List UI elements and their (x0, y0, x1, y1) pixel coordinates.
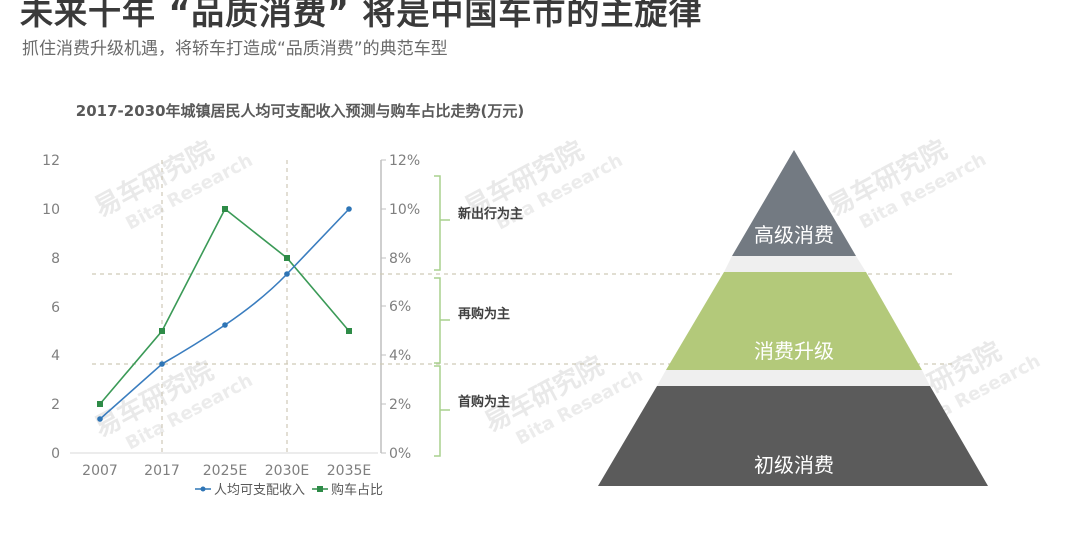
svg-text:6%: 6% (389, 299, 411, 315)
bracket-label-first-purchase: 首购为主 (458, 394, 510, 410)
svg-text:2: 2 (51, 397, 60, 413)
svg-text:10%: 10% (389, 202, 420, 218)
svg-text:2017: 2017 (144, 463, 180, 479)
svg-text:人均可支配收入: 人均可支配收入 (214, 483, 305, 498)
reference-lines (92, 160, 955, 453)
watermark: 易车研究院 Bita Research (89, 355, 256, 454)
svg-text:2007: 2007 (82, 463, 118, 479)
pyramid-label-basic: 初级消费 (754, 453, 834, 477)
svg-text:0: 0 (51, 446, 60, 462)
pyramid-label-upgrade: 消费升级 (754, 339, 834, 363)
watermark: 易车研究院 Bita Research (89, 135, 256, 234)
left-axis: 0 2 4 6 8 10 12 (42, 153, 60, 462)
right-axis: 12% 10% 8% 6% 4% 2% 0% (380, 153, 420, 462)
svg-text:2035E: 2035E (327, 463, 371, 479)
bracket-first-purchase (434, 365, 450, 457)
svg-text:4%: 4% (389, 348, 411, 364)
pyramid-level-basic (598, 386, 988, 486)
bracket-label-new-mobility: 新出行为主 (458, 206, 523, 222)
svg-text:4: 4 (51, 348, 60, 364)
x-axis: 2007 2017 2025E 2030E 2035E (82, 463, 371, 479)
series-disposable-income (97, 206, 352, 422)
bracket-label-repurchase: 再购为主 (458, 306, 510, 322)
bracket-new-mobility (434, 175, 450, 271)
svg-text:10: 10 (42, 202, 60, 218)
svg-text:6: 6 (51, 300, 60, 316)
chart-legend: 人均可支配收入 购车占比 (195, 482, 383, 498)
pyramid-level-premium (732, 150, 856, 256)
series-purchase-share (97, 206, 352, 407)
chart-title: 2017-2030年城镇居民人均可支配收入预测与购车占比走势(万元) (75, 102, 525, 120)
pyramid-gap (724, 256, 866, 272)
svg-text:2%: 2% (389, 397, 411, 413)
watermark: 易车研究院 Bita Research (459, 135, 626, 234)
svg-text:12%: 12% (389, 153, 420, 169)
pyramid-gap (657, 370, 930, 386)
bracket-repurchase (434, 277, 450, 364)
page-title: 未来十年 “品质消费” 将是中国车市的主旋律 (20, 0, 703, 32)
consumption-pyramid: 高级消费 消费升级 初级消费 (598, 150, 988, 486)
svg-text:8%: 8% (389, 251, 411, 267)
svg-text:8: 8 (51, 251, 60, 267)
svg-text:2030E: 2030E (265, 463, 309, 479)
svg-text:12: 12 (42, 153, 60, 169)
svg-text:0%: 0% (389, 446, 411, 462)
page-subtitle: 抓住消费升级机遇，将轿车打造成“品质消费”的典范车型 (22, 39, 448, 59)
pyramid-label-premium: 高级消费 (754, 223, 834, 247)
watermark: 易车研究院 Bita Research (823, 134, 990, 233)
pyramid-level-upgrade (666, 272, 922, 370)
svg-text:购车占比: 购车占比 (331, 482, 383, 498)
svg-text:2025E: 2025E (203, 463, 247, 479)
